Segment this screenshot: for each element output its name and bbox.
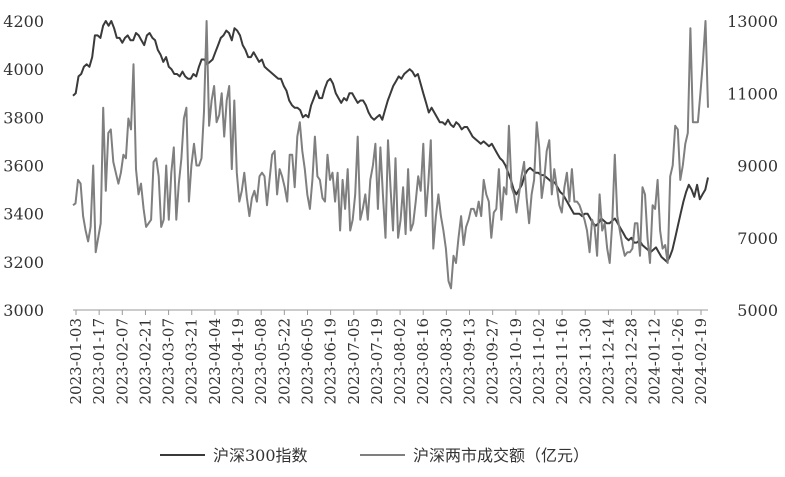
x-axis: 2023-01-03 2023-01-17 2023-02-07 2023-02-21… [67,309,710,404]
x-tick-label: 2023-02-21 [136,318,154,404]
right-tick-label: 9000 [737,157,778,176]
left-tick-label: 3000 [3,301,44,320]
legend-label-hs300: 沪深300指数 [213,446,308,465]
x-tick-label: 2023-04-19 [229,318,247,404]
x-tick-label: 2023-03-21 [183,318,201,404]
x-tick-label: 2023-06-05 [298,318,316,404]
right-tick-label: 7000 [737,229,778,248]
x-tick-label: 2023-09-27 [484,318,502,404]
left-y-axis: 3000 3200 3400 3600 3800 4000 4200 [3,12,44,320]
x-tick-label: 2023-10-19 [507,318,525,404]
x-tick-label: 2023-01-17 [90,318,108,404]
right-tick-label: 13000 [727,12,778,31]
left-tick-label: 3800 [3,108,44,127]
left-tick-label: 4000 [3,60,44,79]
x-tick-label: 2024-01-12 [646,318,664,404]
left-tick-label: 4200 [3,12,44,31]
series-line-turnover [72,20,709,290]
x-tick-label: 2023-07-19 [368,318,386,404]
x-tick-label: 2023-09-13 [461,318,479,404]
x-tick-label: 2023-07-05 [345,318,363,404]
x-tick-label: 2023-12-14 [599,318,617,404]
left-tick-label: 3400 [3,205,44,224]
right-tick-label: 5000 [737,301,778,320]
x-tick-label: 2023-08-02 [391,318,409,404]
x-tick-label: 2023-05-08 [252,318,270,404]
left-tick-label: 3600 [3,157,44,176]
legend-label-turnover: 沪深两市成交额（亿元） [413,446,589,465]
x-tick-label: 2023-01-03 [67,318,85,404]
x-tick-label: 2023-12-28 [623,318,641,404]
x-tick-label: 2023-06-19 [322,318,340,404]
right-tick-label: 11000 [727,84,778,103]
series-layer [72,20,709,290]
x-tick-label: 2024-01-26 [669,318,687,404]
x-tick-label: 2024-02-19 [692,318,710,404]
left-tick-label: 3200 [3,253,44,272]
x-tick-label: 2023-08-30 [437,318,455,404]
x-tick-label: 2023-08-16 [414,318,432,404]
x-tick-label: 2023-02-07 [113,318,131,404]
x-tick-label: 2023-11-02 [530,318,548,404]
x-tick-label: 2023-11-30 [576,318,594,404]
x-tick-label: 2023-11-16 [553,318,571,404]
legend: 沪深300指数 沪深两市成交额（亿元） [160,446,589,465]
x-tick-label: 2023-04-04 [206,318,224,404]
right-y-axis: 5000 7000 9000 11000 13000 [727,12,778,320]
x-tick-label: 2023-03-07 [160,318,178,404]
x-tick-label: 2023-05-22 [275,318,293,404]
